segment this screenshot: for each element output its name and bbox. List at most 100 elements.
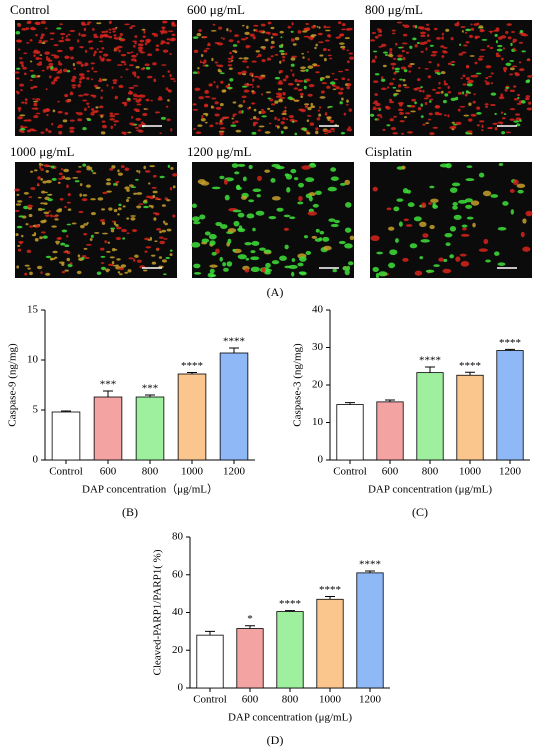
cell xyxy=(428,202,432,205)
cell xyxy=(329,119,335,123)
cell xyxy=(38,61,42,64)
cell xyxy=(411,104,416,108)
cell xyxy=(432,126,438,129)
cell xyxy=(100,58,105,62)
cell xyxy=(57,49,63,53)
cell xyxy=(33,115,39,119)
cell xyxy=(69,92,74,96)
cell xyxy=(296,83,300,86)
cell xyxy=(218,122,224,125)
cell xyxy=(199,214,206,220)
cell xyxy=(410,110,416,113)
cell xyxy=(458,199,468,204)
cell xyxy=(215,122,219,125)
cell xyxy=(136,103,142,106)
cell xyxy=(443,46,448,49)
cell xyxy=(218,130,225,133)
cell xyxy=(465,204,473,209)
cell xyxy=(342,48,346,51)
cell xyxy=(133,73,137,78)
cell xyxy=(120,264,127,268)
cell xyxy=(420,86,423,89)
cell xyxy=(248,164,253,170)
cell xyxy=(495,54,501,58)
cell xyxy=(282,55,286,59)
cell xyxy=(338,240,346,245)
cell xyxy=(146,108,149,111)
cell xyxy=(72,62,75,67)
cell xyxy=(346,86,350,90)
cell xyxy=(128,184,134,187)
cell xyxy=(159,230,163,234)
cell xyxy=(276,125,280,129)
cell xyxy=(232,114,236,118)
cell xyxy=(35,112,41,115)
cell xyxy=(112,79,118,82)
cell xyxy=(32,85,38,89)
cell xyxy=(161,20,168,24)
cell xyxy=(426,23,429,26)
cell xyxy=(344,37,350,40)
cell xyxy=(220,80,224,84)
cell xyxy=(342,266,349,271)
cell xyxy=(277,88,283,91)
cell xyxy=(86,77,90,80)
cell xyxy=(152,194,156,199)
cell xyxy=(194,87,201,91)
cell xyxy=(405,51,409,54)
image-label: Control xyxy=(10,2,50,17)
cell xyxy=(152,174,157,178)
cell xyxy=(276,95,282,98)
significance: **** xyxy=(459,360,481,372)
cell xyxy=(171,24,177,27)
cell xyxy=(297,79,304,83)
cell xyxy=(305,27,311,31)
cell xyxy=(318,113,322,117)
cell xyxy=(476,106,481,110)
cell xyxy=(81,255,87,258)
cell xyxy=(429,224,435,230)
cell xyxy=(416,41,420,44)
cell xyxy=(90,234,94,239)
cell xyxy=(34,21,40,25)
cell xyxy=(211,251,217,256)
cell xyxy=(48,210,51,213)
cell xyxy=(166,228,172,232)
cell xyxy=(513,97,519,101)
cell xyxy=(469,34,473,38)
cell xyxy=(93,33,98,37)
cell xyxy=(238,104,243,108)
cell xyxy=(86,22,90,26)
cell xyxy=(402,24,405,27)
cell xyxy=(372,266,379,272)
cell xyxy=(222,262,226,267)
cell xyxy=(332,268,338,273)
cell xyxy=(130,215,136,217)
cell xyxy=(319,54,324,57)
cell xyxy=(82,99,88,102)
cell xyxy=(161,26,166,29)
cell xyxy=(414,101,417,105)
cell xyxy=(332,130,335,133)
cell xyxy=(85,243,92,246)
cell xyxy=(66,223,72,226)
cell xyxy=(88,40,94,43)
cell xyxy=(391,29,397,32)
cell xyxy=(35,33,38,37)
cell xyxy=(468,102,472,106)
cell xyxy=(501,131,506,135)
cell xyxy=(33,100,38,103)
cell xyxy=(96,271,102,276)
cell xyxy=(371,32,377,34)
cell xyxy=(466,216,474,220)
cell xyxy=(234,120,239,123)
cell xyxy=(328,105,333,108)
cell xyxy=(51,225,57,228)
x-tick-label: 1000 xyxy=(181,466,204,478)
cell xyxy=(48,75,52,79)
cell xyxy=(451,121,456,124)
cell xyxy=(17,48,21,51)
cell xyxy=(392,132,399,135)
cell xyxy=(374,73,380,76)
cell xyxy=(369,39,376,42)
